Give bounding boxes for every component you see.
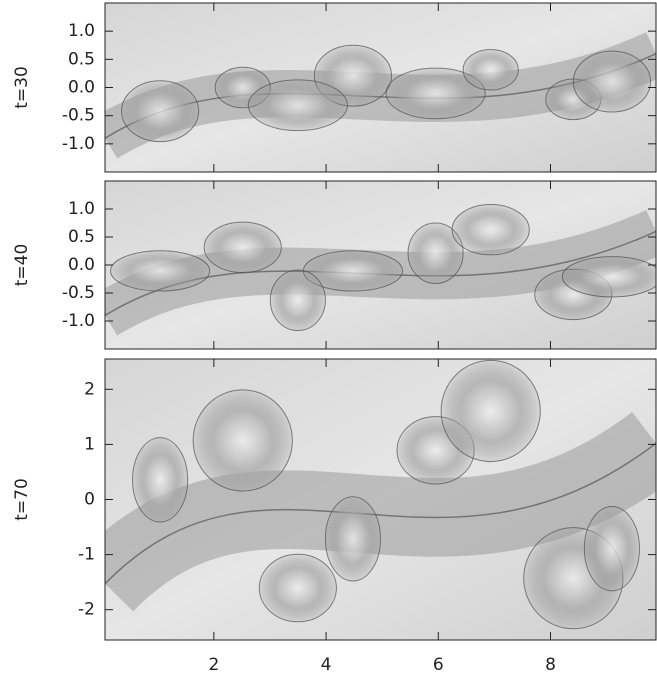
- y-tick-label: -1: [78, 545, 95, 565]
- vortex: [325, 497, 380, 581]
- y-tick-label: -1.0: [62, 134, 95, 154]
- y-tick-label: -0.5: [62, 283, 95, 303]
- y-tick-label: -0.5: [62, 106, 95, 126]
- x-tick-label: 8: [545, 655, 556, 675]
- vortex: [259, 554, 336, 621]
- x-tick-label: 2: [208, 655, 219, 675]
- y-tick-label: 1.0: [68, 21, 95, 41]
- panel: -1.0 -0.5 0.0 0.5 1.0 t=40: [12, 181, 657, 349]
- y-tick-label: 0: [84, 490, 95, 510]
- panel: -2 -1 0 1 2 2 4 6 8 t=70: [12, 359, 656, 675]
- y-axis-label: t=70: [12, 478, 32, 521]
- vortex: [133, 438, 188, 522]
- y-axis-label: t=30: [12, 66, 32, 109]
- vortex: [463, 49, 518, 90]
- y-tick-label: 2: [84, 379, 95, 399]
- vortex: [122, 81, 199, 142]
- field-image: [105, 3, 656, 172]
- y-tick-label: 1: [84, 434, 95, 454]
- x-tick-label: 4: [321, 655, 332, 675]
- y-tick-label: -1.0: [62, 311, 95, 331]
- figure: -1.0 -0.5 0.0 0.5 1.0 t=30 -1.0 -0.5 0.0 0.5 1.0 t=…: [0, 0, 657, 675]
- y-tick-label: 0.0: [68, 255, 95, 275]
- panel: -1.0 -0.5 0.0 0.5 1.0 t=30: [12, 3, 656, 172]
- vortex: [441, 360, 540, 461]
- field-image: [105, 181, 657, 349]
- vortex: [270, 270, 325, 330]
- vortex: [248, 80, 347, 131]
- y-tick-label: 0.5: [68, 227, 95, 247]
- vortex: [584, 507, 639, 591]
- y-tick-label: 1.0: [68, 199, 95, 219]
- y-axis-label: t=40: [12, 244, 32, 287]
- y-tick-label: 0.5: [68, 49, 95, 69]
- vortex: [452, 205, 529, 255]
- y-tick-label: 0.0: [68, 78, 95, 98]
- vortex: [111, 251, 210, 291]
- vortex: [204, 222, 281, 272]
- y-tick-label: -2: [78, 600, 95, 620]
- vortex: [573, 51, 650, 112]
- vortex: [562, 257, 657, 297]
- vortex: [193, 390, 292, 491]
- field-image: [105, 359, 656, 640]
- x-tick-label: 6: [433, 655, 444, 675]
